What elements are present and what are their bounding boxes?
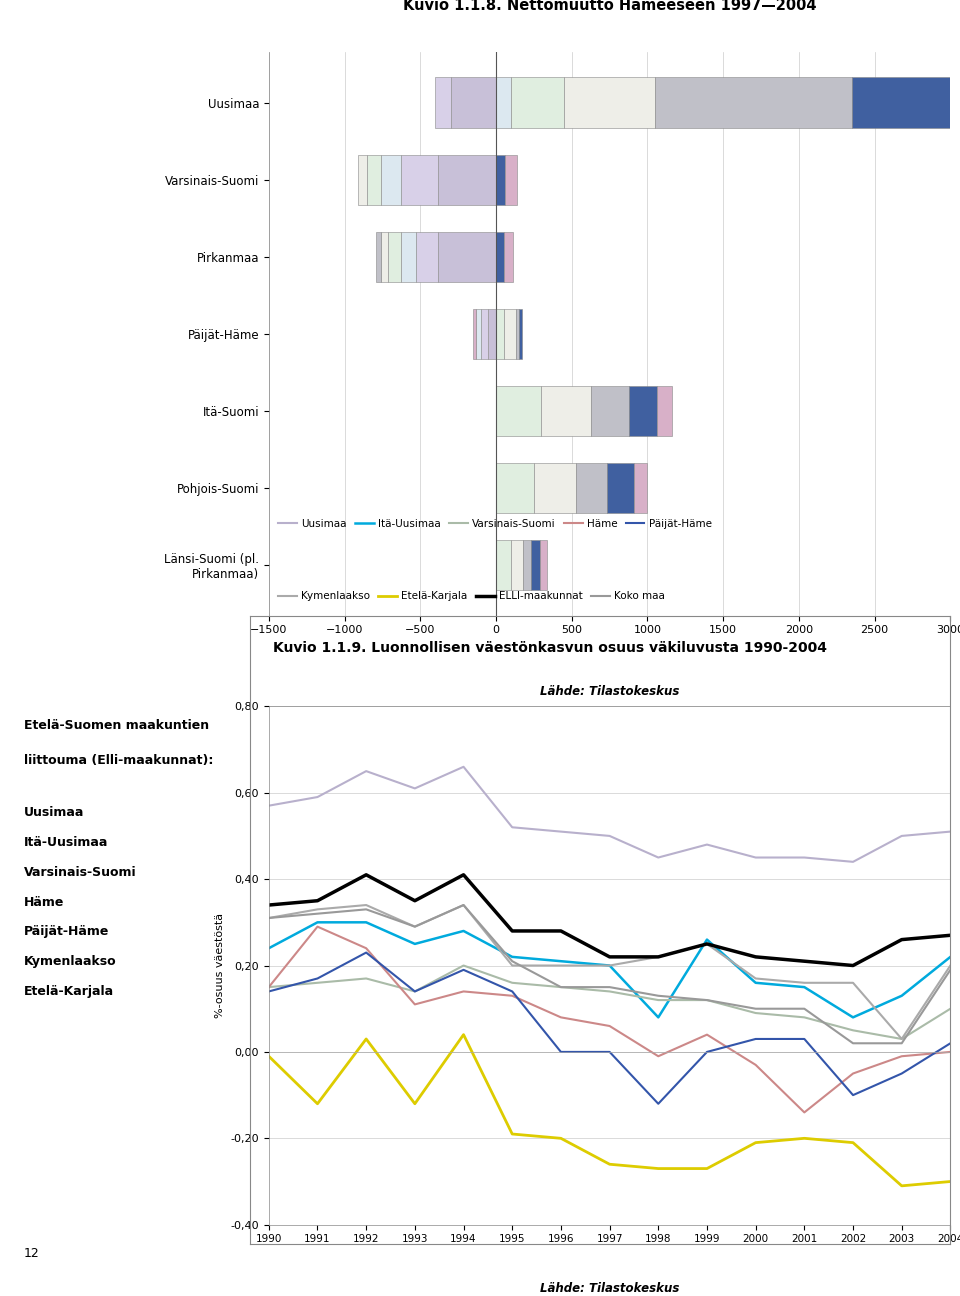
Bar: [489, 308, 496, 359]
Bar: [389, 232, 400, 281]
Bar: [439, 154, 496, 205]
Bar: [505, 154, 517, 205]
Bar: [496, 386, 541, 435]
Bar: [541, 386, 591, 435]
Bar: [473, 308, 476, 359]
Bar: [531, 540, 540, 590]
Text: Itä-Uusimaa: Itä-Uusimaa: [24, 836, 108, 849]
Text: Etelä-Karjala: Etelä-Karjala: [24, 985, 114, 998]
Legend: 1997, 1998, 1999, 2000, 2001, 2002, 2003, 2004: 1997, 1998, 1999, 2000, 2001, 2002, 2003…: [453, 0, 834, 4]
Bar: [400, 154, 439, 205]
Bar: [358, 154, 368, 205]
Text: Uusimaa: Uusimaa: [24, 806, 84, 819]
Bar: [655, 78, 852, 127]
Bar: [439, 232, 496, 281]
Bar: [504, 232, 513, 281]
Bar: [436, 78, 450, 127]
Bar: [416, 232, 439, 281]
Text: Päijät-Häme: Päijät-Häme: [24, 925, 109, 938]
Bar: [576, 463, 607, 513]
Bar: [523, 540, 531, 590]
Bar: [381, 154, 400, 205]
Bar: [511, 78, 564, 127]
Bar: [630, 386, 657, 435]
Bar: [634, 463, 647, 513]
Text: 12: 12: [24, 1247, 39, 1260]
Text: Lähde: Tilastokeskus: Lähde: Tilastokeskus: [540, 684, 680, 697]
Text: Varsinais-Suomi: Varsinais-Suomi: [24, 866, 136, 879]
Bar: [516, 308, 518, 359]
Bar: [607, 463, 634, 513]
Text: Etelä-Suomen maakuntien: Etelä-Suomen maakuntien: [24, 719, 209, 732]
Bar: [852, 78, 960, 127]
Bar: [496, 154, 505, 205]
Y-axis label: %-osuus väestöstä: %-osuus väestöstä: [215, 912, 225, 1019]
Text: liittouma (Elli-maakunnat):: liittouma (Elli-maakunnat):: [24, 754, 213, 767]
Text: Lähde: Tilastokeskus: Lähde: Tilastokeskus: [540, 1282, 680, 1295]
Legend: Kymenlaakso, Etelä-Karjala, ELLI-maakunnat, Koko maa: Kymenlaakso, Etelä-Karjala, ELLI-maakunn…: [274, 587, 669, 605]
Text: Kuvio 1.1.9. Luonnollisen väestönkasvun osuus väkiluvusta 1990-2004: Kuvio 1.1.9. Luonnollisen väestönkasvun …: [273, 642, 827, 654]
Bar: [496, 308, 504, 359]
Text: Häme: Häme: [24, 896, 64, 908]
Text: Kymenlaakso: Kymenlaakso: [24, 955, 116, 968]
Bar: [591, 386, 630, 435]
Bar: [496, 78, 511, 127]
Bar: [496, 540, 511, 590]
Bar: [540, 540, 547, 590]
Bar: [476, 308, 481, 359]
Bar: [511, 540, 523, 590]
Bar: [376, 232, 381, 281]
Bar: [481, 308, 489, 359]
Bar: [534, 463, 576, 513]
Bar: [368, 154, 381, 205]
Bar: [496, 232, 504, 281]
Bar: [381, 232, 389, 281]
Bar: [564, 78, 655, 127]
Bar: [657, 386, 672, 435]
Bar: [504, 308, 516, 359]
Bar: [450, 78, 496, 127]
Bar: [400, 232, 416, 281]
Bar: [496, 463, 534, 513]
Bar: [518, 308, 521, 359]
Title: Kuvio 1.1.8. Nettomuutto Hämeeseen 1997—2004: Kuvio 1.1.8. Nettomuutto Hämeeseen 1997—…: [403, 0, 816, 13]
